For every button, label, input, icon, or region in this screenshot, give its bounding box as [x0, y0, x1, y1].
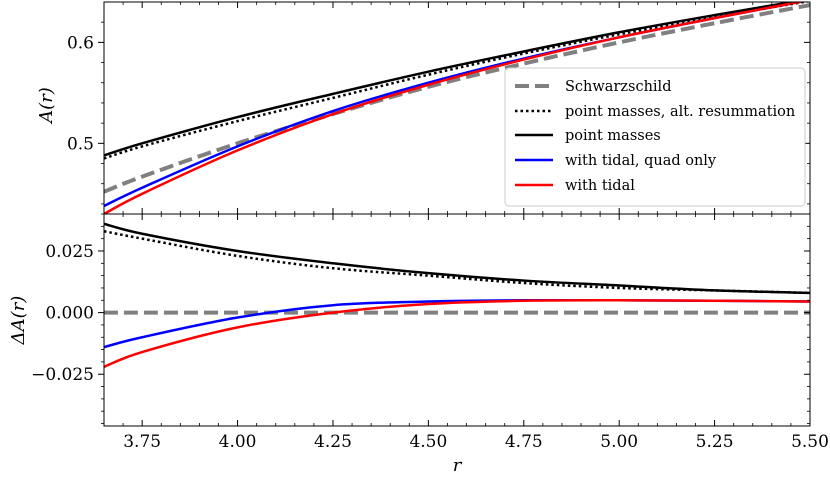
bottom-series-quad	[104, 298, 810, 349]
xtick-label: 4.75	[505, 432, 543, 452]
legend-label-point-masses: point masses	[565, 128, 661, 144]
bottom-y-axis-label: ΔA(r)	[8, 296, 29, 346]
legend-label-schwarzschild: Schwarzschild	[565, 79, 671, 95]
bottom-series-tidal	[104, 299, 810, 369]
top-series-tidal	[104, 2, 807, 214]
xtick-label: 3.75	[123, 432, 161, 452]
top-y-ticks: 0.5 0.6	[67, 2, 811, 214]
bottom-series-group	[104, 222, 810, 369]
bottom-series-pm	[104, 222, 810, 295]
legend-entry-with-tidal: with tidal	[515, 178, 635, 194]
top-series-schw	[104, 3, 810, 194]
xtick-label: 4.00	[219, 432, 257, 452]
legend-label-with-tidal: with tidal	[565, 178, 635, 194]
x-axis-label: r	[453, 455, 463, 476]
top-ytick-label: 0.6	[67, 33, 94, 53]
top-series-pm	[104, 2, 800, 157]
bottom-panel: −0.025 0.000 0.025 3.75 4.00 4.25 4.50 4.75 5.00…	[8, 213, 829, 476]
legend-entry-alt-resummation: point masses, alt. resummation	[515, 104, 795, 120]
legend-entry-schwarzschild: Schwarzschild	[515, 79, 671, 95]
top-ytick-label: 0.5	[67, 134, 94, 154]
bottom-series-alt	[104, 230, 810, 295]
legend-entry-quad-only: with tidal, quad only	[515, 153, 717, 169]
bottom-ytick-label: −0.025	[31, 365, 94, 385]
legend-box	[504, 67, 806, 207]
legend-entry-point-masses: point masses	[515, 128, 661, 144]
legend-label-quad-only: with tidal, quad only	[565, 153, 717, 169]
top-series-group	[104, 2, 810, 214]
bottom-axes-frame	[103, 213, 811, 427]
top-series-alt	[104, 2, 810, 160]
xtick-label: 5.25	[696, 432, 734, 452]
top-y-axis-label: A(r)	[36, 87, 57, 125]
bottom-ticks: −0.025 0.000 0.025 3.75 4.00 4.25 4.50 4.75 5.00…	[31, 213, 829, 452]
bottom-ytick-label: 0.000	[45, 304, 94, 324]
legend: Schwarzschild point masses, alt. resumma…	[504, 67, 806, 207]
legend-label-alt-resummation: point masses, alt. resummation	[565, 104, 795, 120]
xtick-label: 5.00	[600, 432, 638, 452]
xtick-label: 5.50	[791, 432, 829, 452]
top-panel: 0.5 0.6 A(r) Schwarzschild point masses, …	[36, 1, 811, 215]
xtick-label: 4.50	[409, 432, 447, 452]
xtick-label: 4.25	[314, 432, 352, 452]
bottom-ytick-label: 0.025	[45, 242, 94, 262]
